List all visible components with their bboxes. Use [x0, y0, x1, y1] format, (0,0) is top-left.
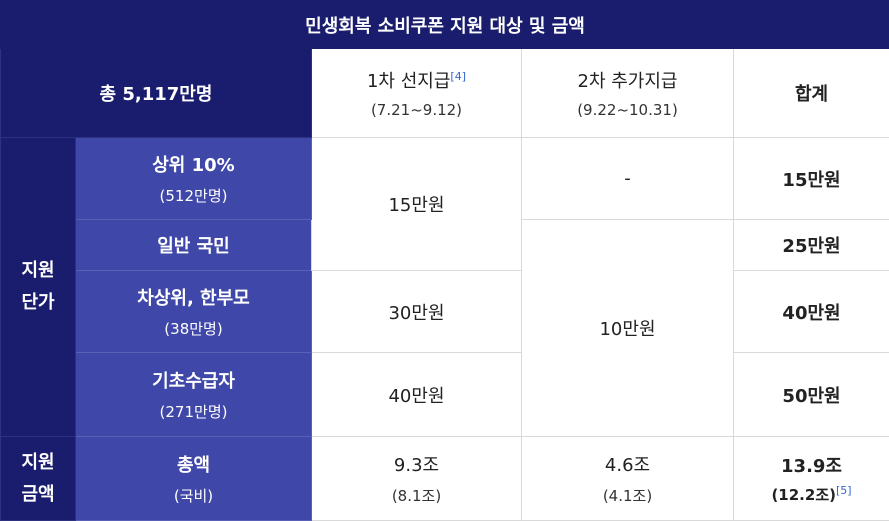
group-amount-label: 지원 금액 [0, 436, 76, 521]
row-label-total-amount: 총액 (국비) [75, 436, 312, 521]
amount-row: 지원 금액 총액 (국비) 9.3조 (8.1조) 4.6조 (4.1조) 13… [0, 436, 889, 521]
row-label-top10: 상위 10% (512만명) [75, 137, 312, 220]
total-amount-sub-line: (12.2조)[5] [734, 484, 889, 505]
table-title: 민생회복 소비쿠폰 지원 대상 및 금액 [0, 0, 889, 49]
amount-sub: (국비) [173, 487, 214, 505]
phase2-amount-sub: (4.1조) [602, 487, 653, 505]
phase2-cell: - [521, 137, 734, 220]
row-label-basic-recipient: 기초수급자 (271만명) [75, 352, 312, 437]
phase1-amount-cell: 9.3조 (8.1조) [311, 436, 522, 521]
total-footnote-link[interactable]: [5] [835, 484, 852, 497]
sum-header: 합계 [732, 48, 889, 138]
total-people-header: 총 5,117만명 [0, 48, 312, 138]
header-row: 총 5,117만명 1차 선지급[4] (7.21~9.12) 2차 추가지급 … [0, 48, 889, 138]
phase1-header: 1차 선지급[4] (7.21~9.12) [311, 48, 522, 138]
row-name: 일반 국민 [157, 236, 230, 257]
row-label-general: 일반 국민 [75, 219, 312, 271]
table-row: 지원 단가 상위 10% (512만명) 15만원 - 15만원 [0, 137, 889, 437]
phase2-amount: 4.6조 [604, 455, 651, 476]
row-label-near-poverty: 차상위, 한부모 (38만명) [75, 270, 312, 353]
phase2-cell: 10만원 [521, 219, 734, 437]
row-count: (512만명) [159, 187, 228, 205]
phase1-amount: 9.3조 [393, 455, 440, 476]
phase1-label-line: 1차 선지급[4] [312, 67, 521, 93]
total-cell: 15만원 [732, 137, 889, 220]
phase1-cell: 15만원 [311, 137, 522, 271]
amount-name: 총액 [176, 455, 211, 476]
total-amount: 13.9조 [781, 456, 842, 477]
group-unit-label: 지원 단가 [0, 137, 76, 437]
phase2-period: (9.22~10.31) [577, 101, 678, 119]
phase1-period: (7.21~9.12) [370, 101, 463, 119]
table-row: 기초수급자 (271만명) 40만원 50만원 [1, 352, 889, 437]
total-cell: 50만원 [732, 352, 889, 437]
phase1-amount-sub: (8.1조) [391, 487, 442, 505]
table-row: 차상위, 한부모 (38만명) 30만원 40만원 [1, 270, 889, 353]
total-amount-cell: 13.9조 (12.2조)[5] [732, 436, 889, 521]
row-name: 차상위, 한부모 [137, 288, 250, 309]
phase1-footnote-link[interactable]: [4] [450, 70, 466, 83]
group-amount-text: 지원 금액 [21, 451, 55, 505]
row-name: 기초수급자 [152, 371, 235, 392]
total-amount-sub: (12.2조) [771, 486, 836, 504]
phase2-label: 2차 추가지급 [577, 71, 678, 92]
phase2-amount-cell: 4.6조 (4.1조) [521, 436, 734, 521]
row-name: 상위 10% [152, 155, 235, 176]
title-row: 민생회복 소비쿠폰 지원 대상 및 금액 [0, 0, 889, 49]
phase1-label: 1차 선지급 [366, 71, 451, 92]
phase1-cell: 30만원 [311, 270, 522, 353]
row-count: (38만명) [164, 320, 223, 338]
row-count: (271만명) [159, 403, 228, 421]
total-cell: 25만원 [732, 219, 889, 271]
group-unit-text: 지원 단가 [21, 260, 55, 313]
total-cell: 40만원 [732, 270, 889, 353]
phase2-header: 2차 추가지급 (9.22~10.31) [521, 48, 734, 138]
phase1-cell: 40만원 [311, 352, 522, 437]
